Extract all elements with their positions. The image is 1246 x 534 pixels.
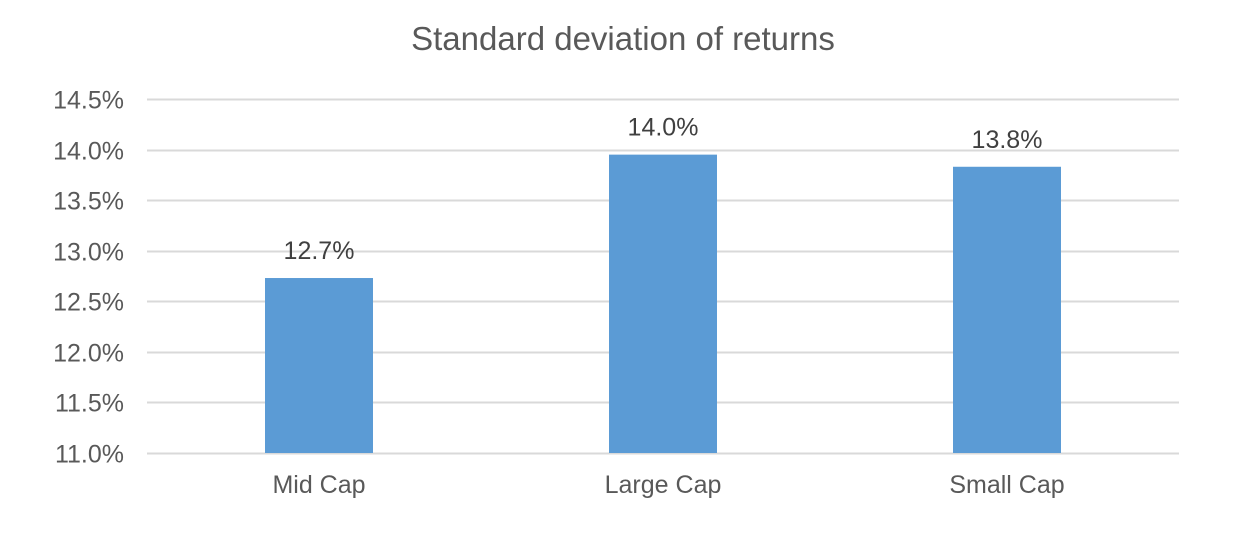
y-tick-label: 11.5% bbox=[55, 390, 124, 418]
x-tick-label: Mid Cap bbox=[272, 471, 365, 499]
y-tick-label: 11.0% bbox=[55, 441, 124, 469]
x-axis-tick-labels: Mid Cap Large Cap Small Cap bbox=[272, 471, 1064, 499]
x-tick-label: Large Cap bbox=[605, 471, 722, 499]
bar bbox=[609, 154, 717, 453]
y-tick-label: 14.0% bbox=[53, 138, 124, 166]
y-axis-tick-labels: 11.0% 11.5% 12.0% 12.5% 13.0% 13.5% 14.0% 14.5% bbox=[53, 87, 124, 469]
data-label: 14.0% bbox=[628, 114, 699, 142]
bars bbox=[265, 154, 1061, 453]
y-tick-label: 14.5% bbox=[53, 87, 124, 115]
bar bbox=[953, 166, 1061, 453]
y-tick-label: 13.0% bbox=[53, 239, 124, 267]
y-tick-label: 12.0% bbox=[53, 340, 124, 368]
bar bbox=[265, 278, 373, 453]
data-label: 13.8% bbox=[972, 126, 1043, 154]
x-tick-label: Small Cap bbox=[949, 471, 1064, 499]
y-tick-label: 13.5% bbox=[53, 188, 124, 216]
y-tick-label: 12.5% bbox=[53, 289, 124, 317]
data-label: 12.7% bbox=[284, 237, 355, 265]
chart-title: Standard deviation of returns bbox=[411, 20, 835, 57]
data-labels: 12.7% 14.0% 13.8% bbox=[284, 114, 1043, 265]
